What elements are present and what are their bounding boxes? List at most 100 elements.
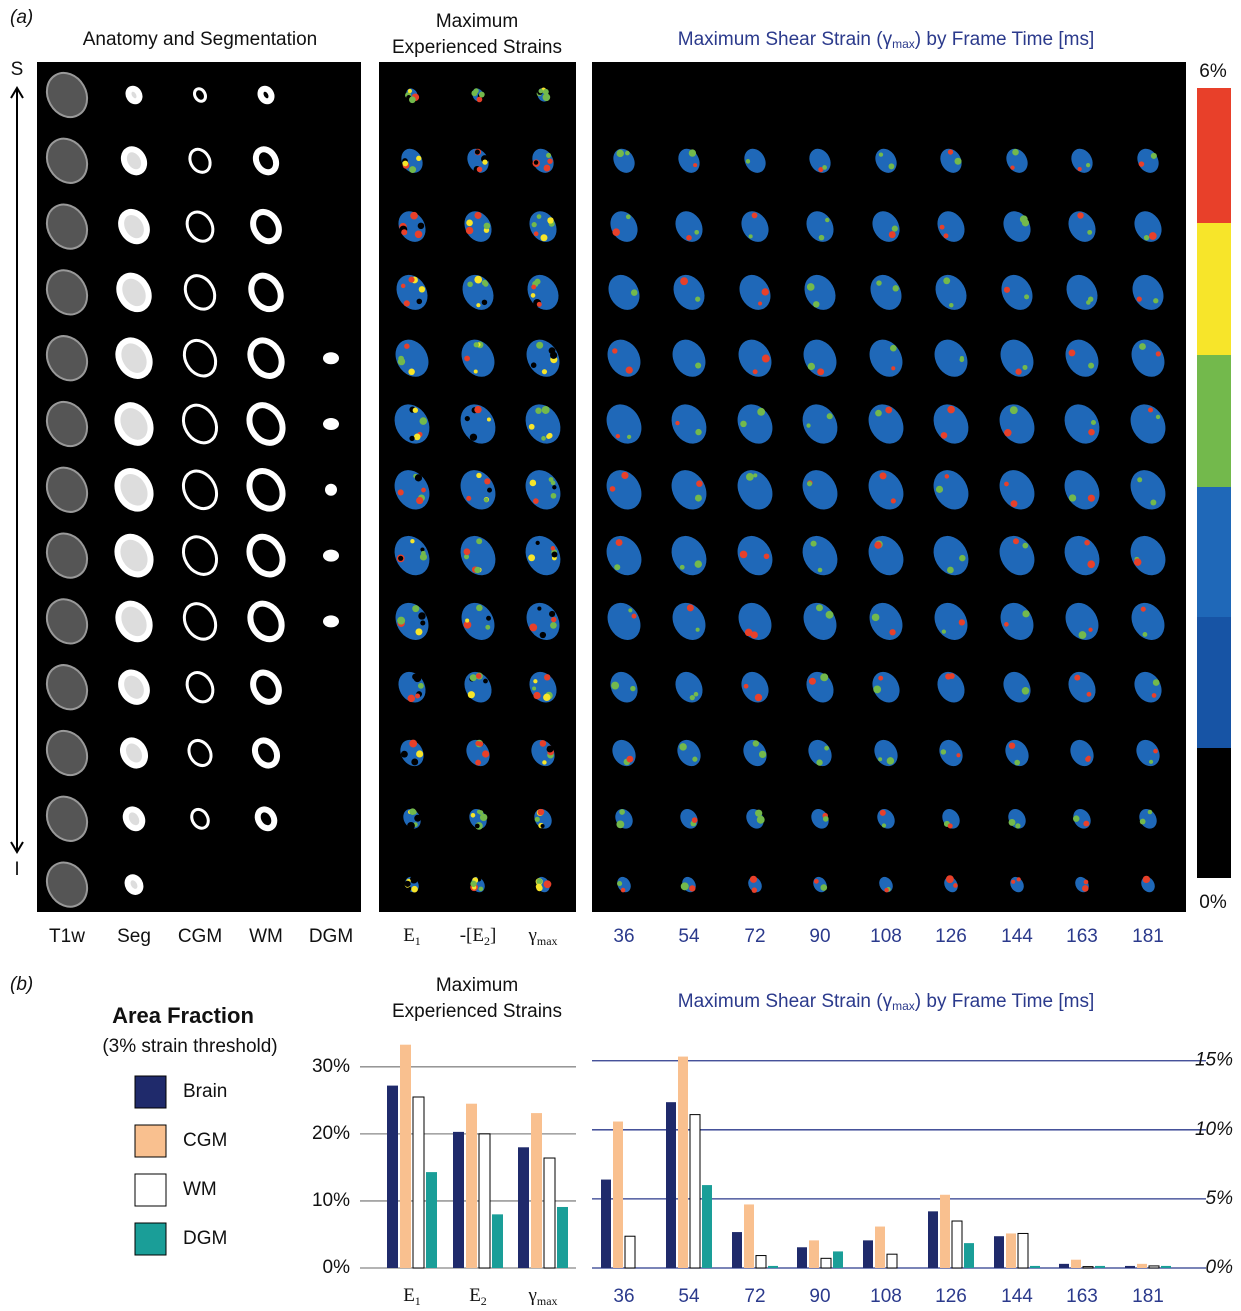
strain-spot — [536, 541, 540, 545]
strain-spot — [824, 746, 829, 751]
strain-spot — [401, 751, 408, 758]
strain-spot — [813, 301, 819, 307]
strain-spot — [890, 345, 897, 352]
bar — [1006, 1233, 1016, 1268]
strain-spot — [1143, 632, 1148, 637]
strain-spot — [474, 406, 481, 413]
strain-spot — [692, 817, 698, 823]
x-tick-label: E2 — [469, 1285, 487, 1307]
bar — [453, 1132, 464, 1268]
strain-spot — [1022, 219, 1029, 226]
strain-spot — [1084, 880, 1089, 885]
column-label: γmax — [527, 925, 557, 947]
strain-spot — [475, 149, 480, 154]
strain-spot — [538, 809, 545, 816]
strain-spot — [822, 165, 827, 170]
strain-spot — [464, 548, 471, 555]
bar — [1018, 1233, 1028, 1268]
strain-spot — [1148, 407, 1153, 412]
strain-spot — [1088, 363, 1094, 369]
bar — [994, 1236, 1004, 1268]
bar — [1149, 1266, 1159, 1268]
strain-spot — [621, 472, 628, 479]
text-part: γ — [527, 925, 536, 946]
subscript: 2 — [481, 1294, 487, 1308]
strain-spot — [419, 417, 427, 425]
strain-spot — [820, 673, 828, 681]
strain-spot — [1074, 675, 1080, 681]
strain-spot — [1139, 161, 1145, 167]
strain-spot — [418, 683, 424, 689]
strain-spot — [1004, 622, 1009, 627]
strain-spot — [626, 367, 633, 374]
strain-spot — [690, 695, 695, 700]
y-tick-label: 15% — [1195, 1050, 1233, 1071]
panel-label: (a) — [10, 7, 33, 28]
bar — [940, 1195, 950, 1268]
strain-spot — [531, 362, 537, 368]
strain-spot — [808, 363, 815, 370]
strain-spot — [474, 276, 482, 284]
strain-spot — [819, 235, 825, 241]
strain-spot — [1156, 351, 1161, 356]
legend-swatch — [135, 1174, 166, 1206]
strain-spot — [1088, 429, 1095, 436]
strain-spot — [1153, 679, 1160, 686]
colorbar-band — [1197, 355, 1231, 487]
strain-spot — [878, 757, 882, 761]
strain-spot — [827, 413, 833, 419]
strain-spot — [942, 629, 946, 633]
strain-spot — [746, 473, 754, 481]
strain-spot — [882, 823, 886, 827]
strain-spot — [476, 473, 481, 478]
text-part: Maximum Shear Strain (γ — [678, 29, 893, 50]
strain-spot — [619, 809, 625, 815]
strain-spot — [550, 622, 557, 629]
bar — [702, 1185, 712, 1268]
strain-spot — [414, 815, 421, 822]
strain-spot — [750, 876, 757, 883]
chart-title: Maximum Shear Strain (γmax) by Frame Tim… — [678, 991, 1094, 1013]
brain-slice — [323, 615, 339, 627]
colorbar-band — [1197, 487, 1231, 617]
bar — [1059, 1264, 1069, 1268]
bar — [964, 1243, 974, 1268]
strain-spot — [539, 89, 544, 94]
column-label: Seg — [117, 926, 151, 947]
text-part: E — [403, 1285, 415, 1306]
bar — [768, 1266, 778, 1268]
legend-label: DGM — [183, 1228, 227, 1249]
subscript: 1 — [415, 1294, 421, 1308]
strain-spot — [467, 281, 473, 287]
strain-spot — [476, 303, 480, 307]
x-tick-label: 36 — [613, 1286, 634, 1307]
x-tick-label: γmax — [527, 1285, 557, 1307]
x-tick-label: 72 — [744, 1286, 765, 1307]
strain-spot — [535, 279, 541, 285]
strain-spot — [1004, 429, 1011, 436]
strain-spot — [410, 539, 414, 543]
strain-spot — [464, 356, 470, 362]
strain-spot — [546, 153, 551, 158]
strain-spot — [409, 96, 416, 103]
strain-spot — [410, 876, 418, 884]
strain-spot — [751, 631, 758, 638]
strain-spot — [757, 408, 765, 416]
strain-spot — [611, 682, 619, 690]
strain-spot — [749, 234, 753, 238]
subscript: max — [537, 934, 558, 948]
strain-spot — [1143, 876, 1150, 883]
strain-spot — [466, 220, 473, 227]
strain-spot — [1024, 294, 1029, 299]
strain-spot — [1010, 165, 1014, 169]
chart-title: Experienced Strains — [392, 1001, 562, 1022]
strain-spot — [946, 875, 954, 883]
strain-spot — [878, 676, 883, 681]
strain-spot — [544, 674, 550, 680]
strain-spot — [417, 299, 423, 305]
strain-spot — [1084, 540, 1090, 546]
strain-spot — [616, 820, 624, 828]
column-label: 36 — [613, 926, 634, 947]
strain-spot — [625, 151, 630, 156]
bar — [678, 1057, 688, 1268]
